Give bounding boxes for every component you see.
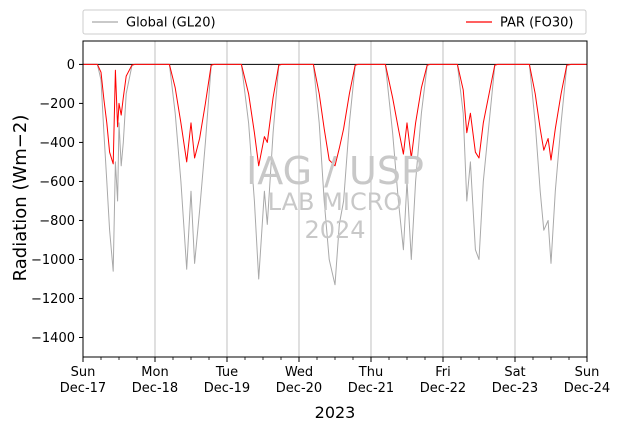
y-tick-label-7: −1400 xyxy=(31,331,75,346)
x-tick-label-date-2: Dec-19 xyxy=(204,381,250,396)
legend: Global (GL20) PAR (FO30) xyxy=(82,9,587,35)
x-axis-title: 2023 xyxy=(315,403,356,422)
x-tick-label-date-6: Dec-23 xyxy=(492,381,538,396)
y-tick-label-5: −1000 xyxy=(31,253,75,268)
legend-label-global: Global (GL20) xyxy=(126,16,216,31)
series-line-par xyxy=(83,63,587,167)
x-tick-label-date-7: Dec-24 xyxy=(564,381,610,396)
x-tick-label-day-0: Sun xyxy=(71,365,96,380)
x-tick-label-day-5: Fri xyxy=(435,365,451,380)
x-tick-label-day-4: Thu xyxy=(358,365,383,380)
x-axis: SunDec-17MonDec-18TueDec-19WedDec-20ThuD… xyxy=(60,357,610,396)
y-tick-label-2: −400 xyxy=(39,136,75,151)
y-axis-title: Radiation (Wm−2) xyxy=(10,115,31,282)
y-axis: 0 −200 −400 −600 −800 −1000 −1200 −1400 xyxy=(31,58,83,346)
x-tick-label-day-2: Tue xyxy=(215,365,238,380)
x-tick-label-day-7: Sun xyxy=(575,365,600,380)
watermark-line-1: IAG / USP xyxy=(246,149,424,193)
y-tick-label-0: 0 xyxy=(67,58,75,73)
watermark-line-3: 2024 xyxy=(304,216,365,244)
x-tick-label-date-4: Dec-21 xyxy=(348,381,394,396)
y-tick-label-6: −1200 xyxy=(31,292,75,307)
x-tick-label-day-6: Sat xyxy=(504,365,525,380)
x-tick-label-date-5: Dec-22 xyxy=(420,381,466,396)
y-tick-label-1: −200 xyxy=(39,97,75,112)
watermark-line-2: LAB MICRO xyxy=(268,188,403,216)
x-tick-label-day-1: Mon xyxy=(141,365,168,380)
x-tick-label-date-1: Dec-18 xyxy=(132,381,178,396)
y-tick-label-4: −800 xyxy=(39,214,75,229)
y-tick-label-3: −600 xyxy=(39,175,75,190)
x-tick-label-day-3: Wed xyxy=(285,365,313,380)
plot-area xyxy=(82,40,588,358)
watermark: IAG / USP LAB MICRO 2024 xyxy=(246,149,424,244)
x-tick-label-date-3: Dec-20 xyxy=(276,381,322,396)
legend-label-par: PAR (FO30) xyxy=(500,16,573,31)
x-tick-label-date-0: Dec-17 xyxy=(60,381,106,396)
